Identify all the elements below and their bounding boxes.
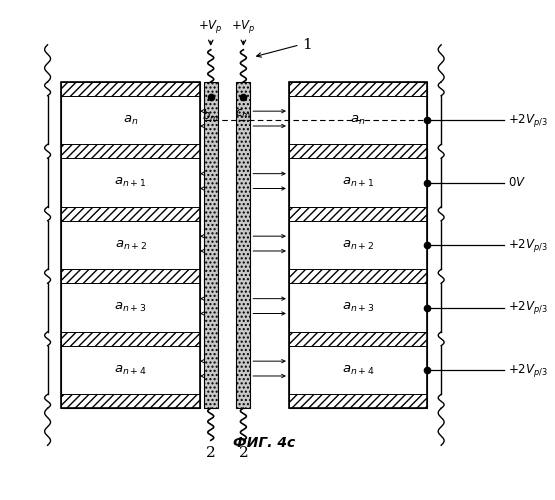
- Text: $a_n$: $a_n$: [123, 114, 138, 126]
- Text: $0V$: $0V$: [508, 176, 526, 189]
- Text: $a_{n+1}$: $a_{n+1}$: [114, 176, 147, 189]
- Text: $a_n$: $a_n$: [350, 114, 366, 126]
- Text: $+2V_{p/3}$: $+2V_{p/3}$: [508, 362, 548, 378]
- Text: 1: 1: [302, 38, 312, 52]
- Bar: [289, 82, 427, 408]
- Bar: [62, 207, 200, 220]
- Text: $a_{n+3}$: $a_{n+3}$: [114, 301, 147, 314]
- Bar: [289, 207, 427, 220]
- Text: 2: 2: [239, 446, 248, 460]
- Bar: [289, 394, 427, 408]
- Bar: [204, 82, 218, 408]
- Text: $+2V_{p/3}$: $+2V_{p/3}$: [508, 112, 548, 128]
- Bar: [289, 332, 427, 345]
- Bar: [62, 82, 200, 96]
- Text: ФИГ. 4c: ФИГ. 4c: [233, 436, 295, 450]
- Bar: [236, 82, 250, 408]
- Bar: [62, 270, 200, 283]
- Text: $+V_p$: $+V_p$: [231, 18, 256, 35]
- Bar: [62, 144, 200, 158]
- Text: $+2V_{p/3}$: $+2V_{p/3}$: [508, 299, 548, 316]
- Bar: [289, 144, 427, 158]
- Text: $c_m$: $c_m$: [235, 108, 251, 120]
- Text: $a_{n+4}$: $a_{n+4}$: [342, 364, 375, 376]
- Text: $+2V_{p/3}$: $+2V_{p/3}$: [508, 236, 548, 254]
- Bar: [289, 82, 427, 96]
- Text: $a_{n+1}$: $a_{n+1}$: [342, 176, 374, 189]
- Text: $a_{n+2}$: $a_{n+2}$: [342, 238, 374, 252]
- Text: $a_{n+4}$: $a_{n+4}$: [114, 364, 147, 376]
- Bar: [289, 82, 427, 408]
- Text: $a_{n+3}$: $a_{n+3}$: [342, 301, 374, 314]
- Text: 2: 2: [206, 446, 216, 460]
- Bar: [289, 270, 427, 283]
- Bar: [62, 332, 200, 345]
- Bar: [62, 82, 200, 408]
- Text: $+V_p$: $+V_p$: [198, 18, 223, 35]
- Bar: [62, 82, 200, 408]
- Text: $a_{n+2}$: $a_{n+2}$: [114, 238, 147, 252]
- Bar: [62, 394, 200, 408]
- Text: $b_m$: $b_m$: [202, 108, 219, 124]
